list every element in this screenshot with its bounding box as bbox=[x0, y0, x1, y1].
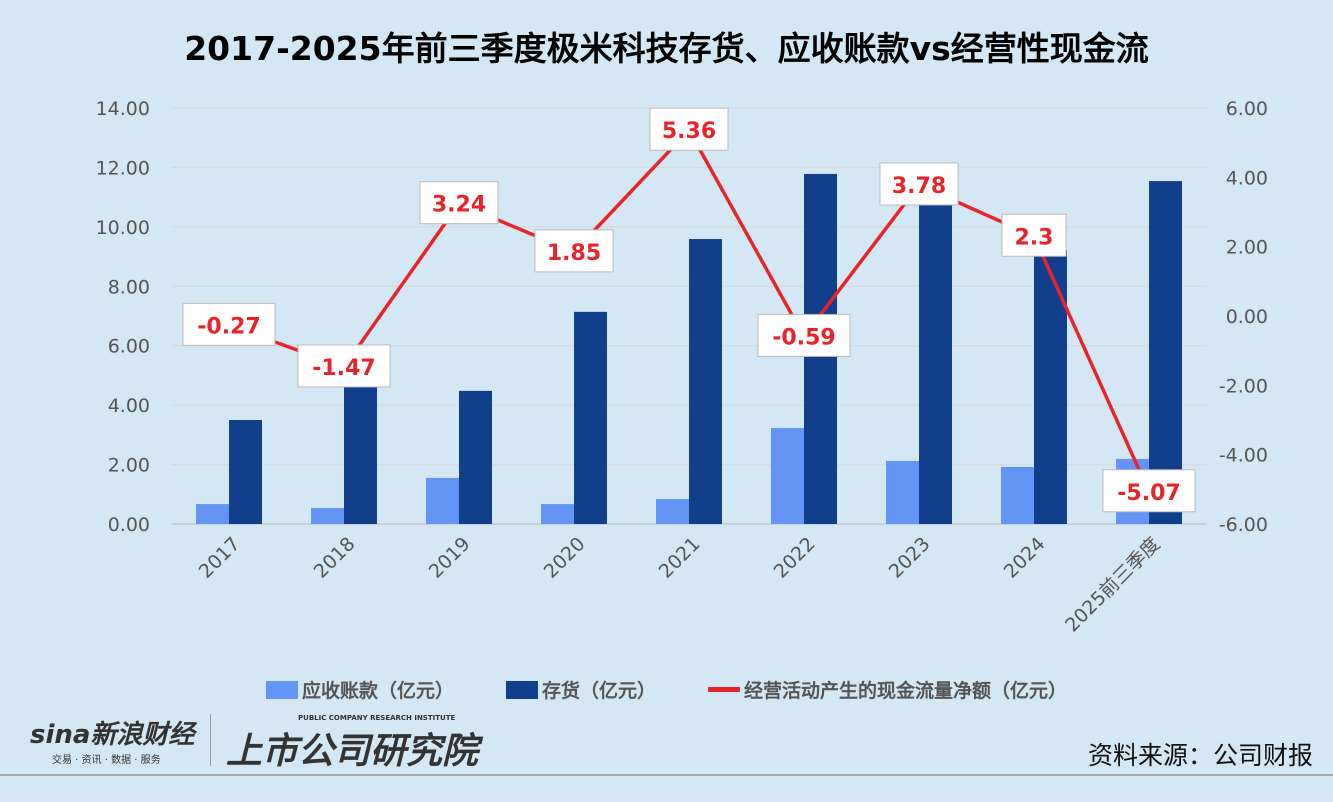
x-tick-label: 2024 bbox=[1000, 533, 1050, 583]
bar-inventory bbox=[689, 239, 722, 525]
x-tick-label: 2021 bbox=[655, 533, 705, 583]
data-label-box bbox=[1102, 469, 1196, 513]
bar-inventory bbox=[459, 390, 492, 524]
y-right-tick-label: 6.00 bbox=[1226, 98, 1268, 120]
data-label-cashflow: 5.36 bbox=[662, 119, 716, 144]
sina-logo-text: sina新浪财经 bbox=[30, 720, 195, 750]
legend-label: 应收账款（亿元） bbox=[301, 680, 454, 702]
data-label-cashflow: 3.78 bbox=[892, 174, 946, 199]
bar-receivables bbox=[196, 504, 229, 524]
data-label-box bbox=[1001, 213, 1067, 257]
legend: 应收账款（亿元） 存货（亿元） 经营活动产生的现金流量净额（亿元） bbox=[0, 676, 1333, 703]
y-right-tick-label: -2.00 bbox=[1219, 375, 1268, 397]
bar-receivables bbox=[426, 477, 459, 524]
sina-logo-sub: 交易 · 资讯 · 数据 · 服务 bbox=[52, 755, 161, 766]
source-note: 资料来源：公司财报 bbox=[1087, 741, 1313, 770]
y-left-tick-label: 14.00 bbox=[96, 98, 150, 120]
bar-receivables bbox=[311, 507, 344, 524]
x-tick-label: 2019 bbox=[425, 533, 475, 583]
x-tick-label: 2017 bbox=[195, 533, 245, 583]
data-label-cashflow: 1.85 bbox=[547, 241, 601, 266]
legend-item-inventory: 存货（亿元） bbox=[505, 676, 656, 703]
bar-receivables bbox=[656, 499, 689, 524]
logo-divider bbox=[210, 714, 211, 766]
institute-logo: PUBLIC COMPANY RESEARCH INSTITUTE 上市公司研究院 bbox=[226, 714, 479, 774]
bottom-divider bbox=[0, 774, 1333, 776]
legend-label: 经营活动产生的现金流量净额（亿元） bbox=[744, 680, 1068, 702]
x-tick-label: 2020 bbox=[540, 533, 590, 583]
legend-item-receivables: 应收账款（亿元） bbox=[265, 676, 454, 703]
data-label-box bbox=[182, 302, 276, 346]
bar-receivables bbox=[541, 504, 574, 524]
x-tick-label: 2022 bbox=[770, 533, 820, 583]
data-label-cashflow: 3.24 bbox=[432, 193, 486, 218]
bar-inventory bbox=[1149, 181, 1182, 524]
data-label-box bbox=[757, 313, 851, 357]
x-tick-label: 2018 bbox=[310, 533, 360, 583]
bar-receivables bbox=[771, 428, 804, 524]
data-label-cashflow: -1.47 bbox=[312, 356, 375, 381]
y-right-tick-label: -6.00 bbox=[1219, 514, 1268, 536]
bar-receivables bbox=[1001, 466, 1034, 524]
data-label-box bbox=[534, 229, 614, 273]
data-label-box bbox=[297, 344, 391, 388]
bar-inventory bbox=[229, 420, 262, 524]
legend-item-cashflow: 经营活动产生的现金流量净额（亿元） bbox=[708, 676, 1067, 703]
legend-swatch bbox=[708, 687, 740, 692]
y-right-tick-label: 4.00 bbox=[1226, 167, 1268, 189]
legend-swatch bbox=[265, 680, 298, 699]
data-label-box bbox=[879, 162, 959, 206]
x-tick-label: 2023 bbox=[885, 533, 935, 583]
bar-inventory bbox=[1034, 250, 1067, 524]
legend-swatch bbox=[505, 680, 538, 699]
data-label-cashflow: -0.59 bbox=[772, 325, 835, 350]
data-label-cashflow: 2.3 bbox=[1015, 225, 1054, 250]
data-label-box bbox=[419, 181, 499, 225]
chart-title: 2017-2025年前三季度极米科技存货、应收账款vs经营性现金流 bbox=[184, 29, 1149, 68]
y-left-tick-label: 4.00 bbox=[108, 395, 150, 417]
bar-inventory bbox=[919, 200, 952, 524]
bar-receivables bbox=[886, 461, 919, 524]
legend-label: 存货（亿元） bbox=[541, 680, 656, 702]
bar-inventory bbox=[574, 311, 607, 524]
y-left-tick-label: 12.00 bbox=[96, 157, 150, 179]
data-label-cashflow: -5.07 bbox=[1117, 481, 1180, 506]
y-left-tick-label: 8.00 bbox=[108, 276, 150, 298]
x-tick-label: 2025前三季度 bbox=[1061, 533, 1164, 636]
institute-logo-sub: PUBLIC COMPANY RESEARCH INSTITUTE bbox=[298, 714, 456, 722]
y-left-tick-label: 0.00 bbox=[108, 514, 150, 536]
institute-logo-text: 上市公司研究院 bbox=[226, 731, 479, 772]
sina-logo: sina新浪财经交易 · 资讯 · 数据 · 服务 bbox=[30, 714, 194, 766]
y-left-tick-label: 6.00 bbox=[108, 336, 150, 358]
y-right-tick-label: 2.00 bbox=[1226, 237, 1268, 259]
data-label-box bbox=[649, 107, 729, 151]
y-left-tick-label: 10.00 bbox=[96, 217, 150, 239]
bar-inventory bbox=[344, 379, 377, 524]
y-right-tick-label: -4.00 bbox=[1219, 445, 1268, 467]
y-left-tick-label: 2.00 bbox=[108, 455, 150, 477]
y-right-tick-label: 0.00 bbox=[1226, 306, 1268, 328]
data-label-cashflow: -0.27 bbox=[197, 314, 260, 339]
